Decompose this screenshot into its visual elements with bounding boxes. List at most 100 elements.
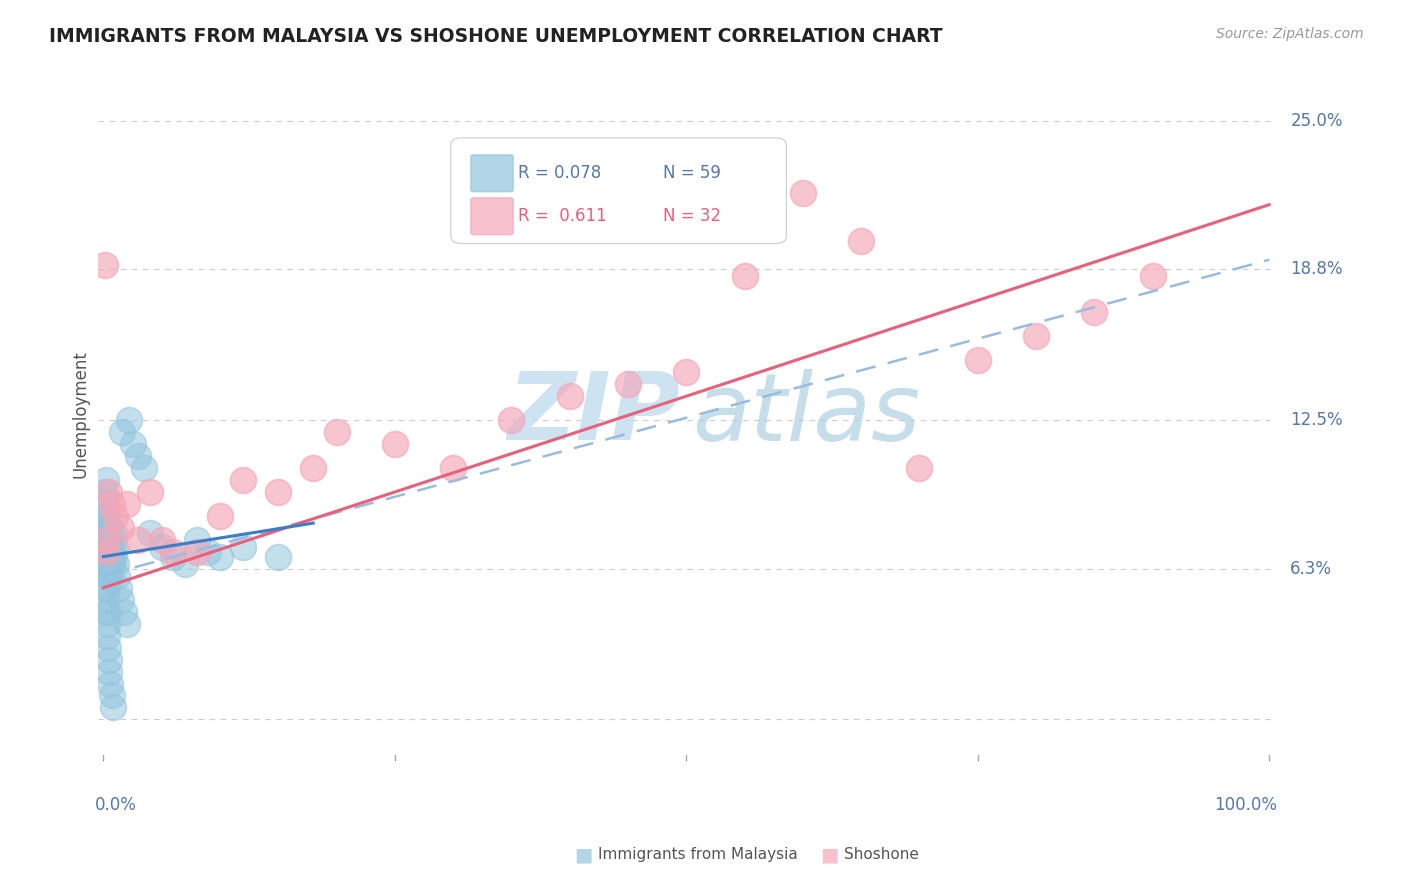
Point	[115, 616, 138, 631]
Point	[94, 545, 117, 559]
Point	[966, 353, 988, 368]
Point	[139, 525, 162, 540]
Point	[302, 461, 325, 475]
Point	[1025, 329, 1047, 343]
Point	[101, 545, 124, 559]
Text: 25.0%: 25.0%	[1291, 112, 1343, 130]
Point	[1083, 305, 1105, 319]
Point	[150, 533, 173, 547]
Text: ■: ■	[820, 845, 839, 864]
Point	[908, 461, 931, 475]
Point	[105, 568, 128, 582]
Point	[93, 581, 115, 595]
Point	[97, 545, 120, 559]
Point	[93, 508, 115, 523]
Point	[105, 557, 128, 571]
FancyBboxPatch shape	[471, 155, 513, 192]
Point	[96, 508, 118, 523]
Point	[93, 485, 115, 500]
Point	[107, 581, 129, 595]
Point	[501, 413, 523, 427]
Point	[103, 525, 125, 540]
Text: 100.0%: 100.0%	[1215, 797, 1278, 814]
Point	[94, 473, 117, 487]
Point	[94, 497, 117, 511]
Text: N = 32: N = 32	[662, 207, 721, 226]
Point	[98, 485, 121, 500]
Point	[232, 473, 254, 487]
Point	[100, 557, 122, 571]
Point	[617, 377, 640, 392]
Text: IMMIGRANTS FROM MALAYSIA VS SHOSHONE UNEMPLOYMENT CORRELATION CHART: IMMIGRANTS FROM MALAYSIA VS SHOSHONE UNE…	[49, 27, 943, 45]
Point	[558, 389, 581, 403]
Point	[96, 545, 118, 559]
Point	[98, 533, 121, 547]
Point	[232, 540, 254, 554]
Point	[98, 665, 121, 679]
Point	[208, 549, 231, 564]
Text: 0.0%: 0.0%	[96, 797, 138, 814]
Point	[186, 533, 208, 547]
Point	[849, 234, 872, 248]
Point	[97, 568, 120, 582]
Point	[127, 449, 149, 463]
Point	[104, 540, 127, 554]
Point	[93, 258, 115, 272]
Text: atlas: atlas	[692, 368, 921, 459]
Point	[94, 592, 117, 607]
Point	[97, 605, 120, 619]
Point	[98, 652, 121, 666]
Point	[94, 521, 117, 535]
Point	[197, 545, 219, 559]
Point	[104, 508, 127, 523]
Point	[103, 549, 125, 564]
Point	[98, 557, 121, 571]
Point	[174, 557, 197, 571]
Point	[97, 521, 120, 535]
Point	[94, 533, 117, 547]
Point	[734, 269, 756, 284]
Text: R =  0.611: R = 0.611	[517, 207, 606, 226]
Point	[94, 605, 117, 619]
Point	[93, 533, 115, 547]
Point	[96, 533, 118, 547]
Point	[162, 549, 184, 564]
Point	[186, 545, 208, 559]
Text: R = 0.078: R = 0.078	[517, 164, 602, 182]
Point	[96, 629, 118, 643]
Point	[96, 581, 118, 595]
Point	[121, 437, 143, 451]
Point	[115, 497, 138, 511]
Point	[208, 508, 231, 523]
Point	[1142, 269, 1164, 284]
Text: 12.5%: 12.5%	[1291, 411, 1343, 429]
Point	[267, 485, 290, 500]
Text: Immigrants from Malaysia: Immigrants from Malaysia	[598, 847, 797, 862]
Point	[100, 521, 122, 535]
Point	[100, 676, 122, 690]
Point	[150, 540, 173, 554]
Point	[96, 616, 118, 631]
Point	[97, 640, 120, 655]
Point	[110, 521, 132, 535]
Point	[112, 605, 135, 619]
Text: ■: ■	[574, 845, 593, 864]
Point	[139, 485, 162, 500]
Point	[100, 533, 122, 547]
Text: N = 59: N = 59	[662, 164, 721, 182]
Point	[267, 549, 290, 564]
FancyBboxPatch shape	[451, 137, 786, 244]
Text: 18.8%: 18.8%	[1291, 260, 1343, 278]
Point	[111, 425, 134, 439]
Point	[100, 497, 122, 511]
Point	[110, 592, 132, 607]
Point	[384, 437, 406, 451]
Point	[94, 568, 117, 582]
Text: Shoshone: Shoshone	[844, 847, 918, 862]
Point	[100, 689, 122, 703]
Point	[118, 413, 141, 427]
Point	[325, 425, 347, 439]
Point	[96, 557, 118, 571]
Point	[101, 700, 124, 714]
Point	[127, 533, 149, 547]
